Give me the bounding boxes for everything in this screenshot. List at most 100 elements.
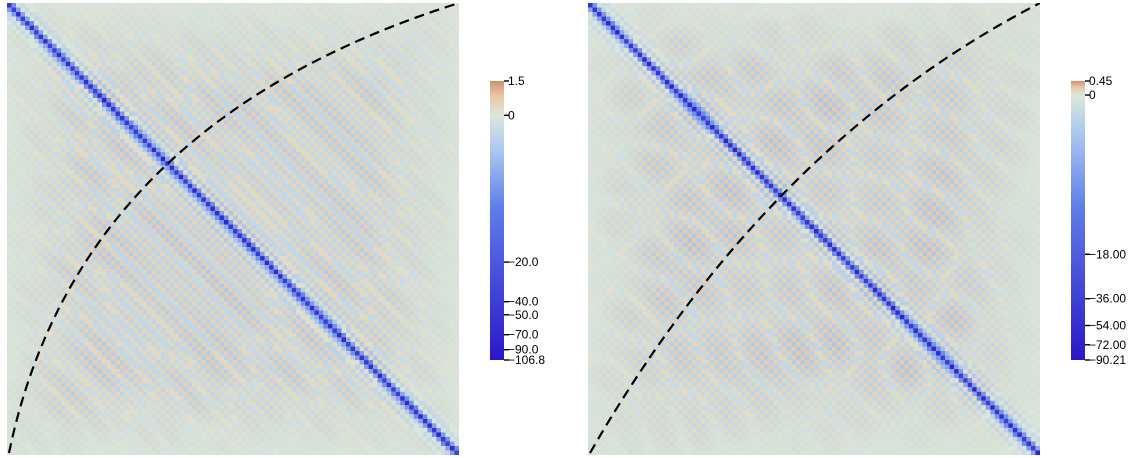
heatmap-cell — [178, 52, 184, 58]
heatmap-cell — [436, 106, 441, 112]
heatmap-cell — [454, 3, 459, 8]
heatmap-cell — [377, 7, 383, 13]
heatmap-cell — [436, 84, 441, 89]
heatmap-cell — [409, 61, 414, 67]
heatmap-cell — [70, 210, 75, 216]
heatmap-cell — [38, 52, 44, 58]
heatmap-cell — [246, 174, 252, 180]
heatmap-cell — [260, 165, 265, 171]
heatmap-cell — [373, 183, 378, 189]
heatmap-cell — [422, 39, 428, 44]
heatmap-cell — [332, 88, 338, 94]
heatmap-cell — [341, 134, 347, 139]
heatmap-cell — [187, 25, 193, 31]
heatmap-cell — [318, 179, 324, 184]
heatmap-cell — [449, 57, 455, 62]
heatmap-cell — [291, 111, 297, 117]
heatmap-cell — [449, 30, 455, 35]
heatmap-cell — [210, 30, 215, 35]
heatmap-cell — [219, 52, 225, 58]
heatmap-cell — [115, 116, 121, 121]
heatmap-cell — [445, 179, 451, 184]
heatmap-cell — [445, 25, 451, 31]
heatmap-cell — [138, 120, 143, 126]
heatmap-cell — [223, 88, 229, 94]
heatmap-cell — [219, 147, 225, 153]
heatmap-cell — [296, 30, 301, 35]
heatmap-cell — [124, 134, 130, 139]
heatmap-cell — [142, 12, 148, 17]
heatmap-cell — [368, 111, 374, 117]
heatmap-cell — [296, 215, 301, 221]
heatmap-cell — [92, 84, 98, 89]
heatmap-cell — [386, 21, 392, 26]
heatmap-cell — [70, 57, 75, 62]
heatmap-cell — [110, 206, 116, 211]
heatmap-cell — [187, 106, 193, 112]
heatmap-cell — [65, 70, 71, 76]
heatmap-cell — [142, 156, 148, 162]
heatmap-cell — [427, 75, 432, 80]
heatmap-cell — [92, 183, 98, 189]
heatmap-cell — [418, 129, 423, 135]
heatmap-cell — [327, 43, 333, 49]
heatmap-cell — [201, 21, 206, 26]
heatmap-cell — [29, 57, 35, 62]
heatmap-cell — [174, 97, 179, 103]
heatmap-cell — [61, 201, 66, 207]
heatmap-cell — [34, 134, 39, 139]
heatmap-cell — [282, 16, 288, 22]
heatmap-cell — [97, 197, 102, 202]
heatmap-cell — [449, 66, 455, 71]
heatmap-cell — [88, 88, 93, 94]
heatmap-cell — [355, 106, 360, 112]
heatmap-cell — [205, 66, 211, 71]
heatmap-cell — [273, 39, 279, 44]
heatmap-cell — [106, 7, 112, 13]
heatmap-cell — [436, 21, 441, 26]
heatmap-cell — [223, 93, 229, 98]
heatmap-cell — [138, 174, 143, 180]
heatmap-cell — [174, 161, 179, 166]
heatmap-cell — [318, 129, 324, 135]
heatmap-cell — [7, 102, 12, 108]
heatmap-cell — [269, 201, 274, 207]
heatmap-cell — [436, 12, 441, 17]
heatmap-cell — [223, 215, 229, 221]
heatmap-cell — [79, 88, 84, 94]
heatmap-cell — [160, 188, 166, 193]
heatmap-cell — [88, 97, 93, 103]
heatmap-cell — [7, 97, 12, 103]
heatmap-cell — [359, 156, 365, 162]
heatmap-cell — [201, 179, 206, 184]
heatmap-cell — [196, 66, 202, 71]
heatmap-cell — [92, 75, 98, 80]
heatmap-cell — [273, 156, 279, 162]
heatmap-cell — [214, 12, 220, 17]
heatmap-cell — [445, 97, 451, 103]
heatmap-cell — [436, 48, 441, 53]
heatmap-cell — [327, 106, 333, 112]
heatmap-cell — [25, 16, 30, 22]
heatmap-cell — [391, 170, 396, 175]
heatmap-cell — [278, 97, 283, 103]
heatmap-cell — [404, 79, 410, 85]
heatmap-cell — [296, 66, 301, 71]
heatmap-cell — [436, 79, 441, 85]
heatmap-cell — [74, 138, 80, 144]
heatmap-cell — [124, 179, 130, 184]
heatmap-cell — [454, 219, 459, 225]
heatmap-cell — [336, 120, 342, 126]
heatmap-cells — [7, 3, 459, 455]
heatmap-cell — [192, 79, 197, 85]
heatmap-cell — [56, 30, 62, 35]
heatmap-cell — [269, 12, 274, 17]
heatmap-cell — [291, 197, 297, 202]
heatmap-cell — [160, 75, 166, 80]
heatmap-cell — [287, 152, 292, 157]
heatmap-cell — [29, 197, 35, 202]
heatmap-cell — [88, 192, 93, 198]
heatmap-cell — [142, 7, 148, 13]
heatmap-cell — [233, 183, 238, 189]
heatmap-cell — [413, 174, 419, 180]
